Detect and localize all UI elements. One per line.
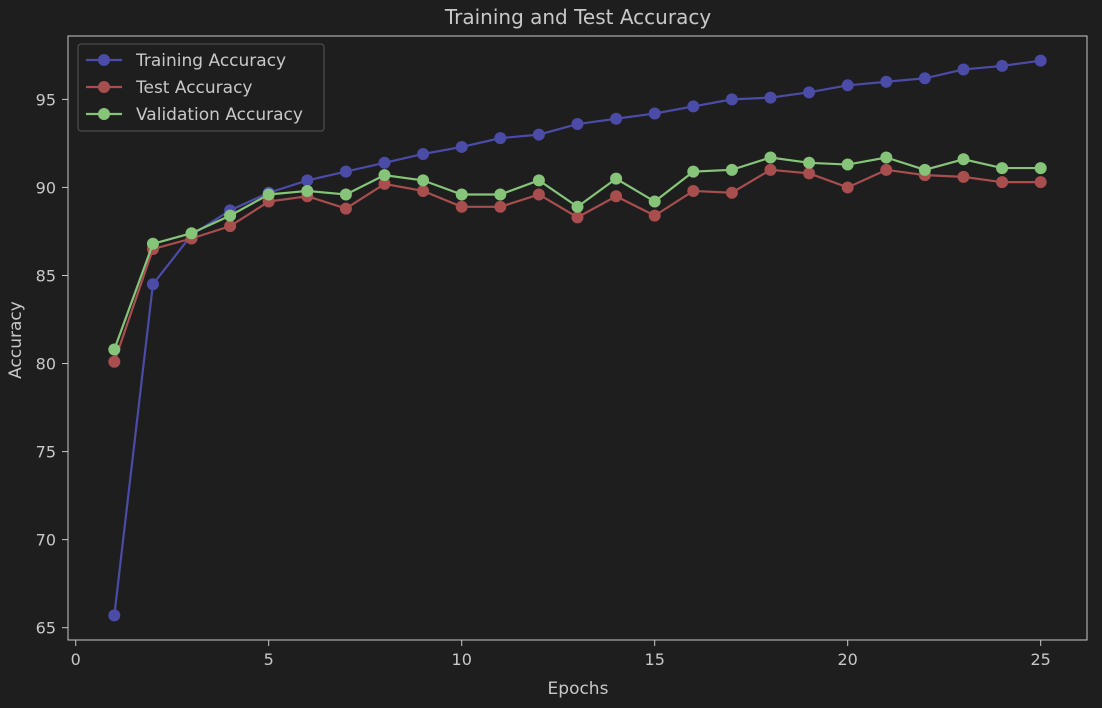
x-tick-label: 25 <box>1031 650 1051 669</box>
data-point <box>957 153 970 166</box>
data-point <box>571 200 584 213</box>
data-point <box>880 151 893 164</box>
data-point <box>224 209 237 222</box>
data-point <box>648 195 661 208</box>
chart-title: Training and Test Accuracy <box>444 5 711 29</box>
data-point <box>146 237 159 250</box>
legend: Training Accuracy Test Accuracy Validation… <box>77 43 325 132</box>
data-point <box>339 188 352 201</box>
data-point <box>455 188 468 201</box>
y-tick-label: 90 <box>36 178 56 197</box>
data-point <box>494 200 507 213</box>
data-point <box>841 79 854 92</box>
x-tick-label: 15 <box>645 650 665 669</box>
data-point <box>725 163 738 176</box>
y-tick-label: 75 <box>36 443 56 462</box>
data-point <box>417 147 430 160</box>
x-tick-label: 10 <box>452 650 472 669</box>
data-point <box>378 177 391 190</box>
data-point <box>262 188 275 201</box>
data-point <box>610 112 623 125</box>
data-point <box>957 63 970 76</box>
data-point <box>803 86 816 99</box>
data-point <box>146 278 159 291</box>
x-tick-label: 5 <box>264 650 274 669</box>
data-point <box>339 202 352 215</box>
data-point <box>880 75 893 88</box>
data-point <box>764 151 777 164</box>
data-point <box>725 93 738 106</box>
data-point <box>610 190 623 203</box>
data-point <box>494 132 507 145</box>
data-point <box>841 181 854 194</box>
data-point <box>996 176 1009 189</box>
data-point <box>532 188 545 201</box>
data-point <box>417 174 430 187</box>
legend-marker <box>98 108 110 120</box>
data-point <box>224 220 237 233</box>
legend-label: Training Accuracy <box>135 51 286 71</box>
data-point <box>764 163 777 176</box>
data-point <box>532 174 545 187</box>
x-tick-label: 0 <box>71 650 81 669</box>
data-point <box>185 227 198 240</box>
data-point <box>1034 162 1047 175</box>
data-point <box>918 72 931 85</box>
data-point <box>301 174 314 187</box>
data-point <box>1034 176 1047 189</box>
data-point <box>687 184 700 197</box>
data-point <box>725 186 738 199</box>
y-tick-label: 95 <box>36 90 56 109</box>
data-point <box>764 91 777 104</box>
data-point <box>339 165 352 178</box>
legend-label: Validation Accuracy <box>136 105 303 125</box>
data-point <box>301 184 314 197</box>
data-point <box>803 156 816 169</box>
data-point <box>687 165 700 178</box>
data-point <box>1034 54 1047 67</box>
data-point <box>378 169 391 182</box>
data-point <box>108 343 121 356</box>
series-2 <box>108 151 1047 356</box>
data-point <box>417 184 430 197</box>
x-tick-label: 20 <box>838 650 858 669</box>
data-point <box>571 118 584 131</box>
y-tick-label: 80 <box>36 355 56 374</box>
data-point <box>803 167 816 180</box>
data-point <box>455 200 468 213</box>
legend-label: Test Accuracy <box>135 78 253 98</box>
data-point <box>996 59 1009 72</box>
data-point <box>610 172 623 185</box>
data-point <box>880 163 893 176</box>
data-point <box>532 128 545 141</box>
y-tick-label: 70 <box>36 531 56 550</box>
data-point <box>494 188 507 201</box>
data-point <box>918 163 931 176</box>
y-tick-label: 65 <box>36 619 56 638</box>
legend-box <box>77 43 325 132</box>
data-point <box>455 140 468 153</box>
data-point <box>571 211 584 224</box>
data-point <box>108 355 121 368</box>
data-point <box>108 609 121 622</box>
data-point <box>648 209 661 222</box>
data-point <box>957 170 970 183</box>
data-point <box>648 107 661 120</box>
data-point <box>996 162 1009 175</box>
y-axis-label: Accuracy <box>6 301 26 379</box>
x-axis-label: Epochs <box>548 679 609 699</box>
data-point <box>687 100 700 113</box>
data-point <box>841 158 854 171</box>
data-point <box>378 156 391 169</box>
series-layer <box>108 54 1047 622</box>
y-tick-label: 85 <box>36 266 56 285</box>
legend-marker <box>98 81 110 93</box>
plot-frame <box>67 35 1088 641</box>
axis-ticks: 0 5 10 15 20 25 65 70 75 80 85 90 95 <box>36 90 1051 669</box>
legend-marker <box>98 54 110 66</box>
